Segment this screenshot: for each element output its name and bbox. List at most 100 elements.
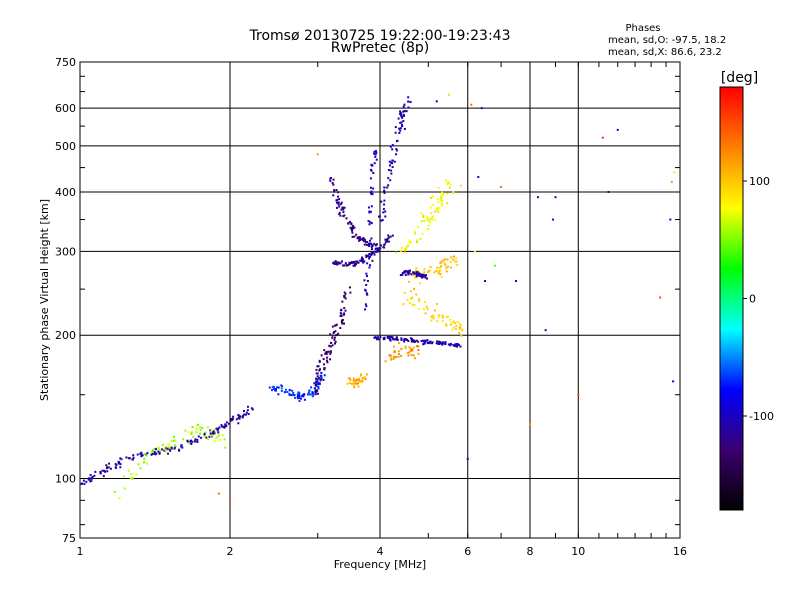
colorbar-segment [720,128,743,130]
scatter-point [357,261,360,264]
scatter-point [397,117,400,120]
scatter-point [118,461,121,464]
colorbar-segment [720,324,743,326]
scatter-point [157,446,160,449]
scatter-point [382,208,385,211]
y-tick-label: 100 [55,473,76,486]
colorbar-segment [720,177,743,179]
scatter-point [440,191,443,194]
scatter-point [385,239,388,242]
scatter-point [170,447,173,450]
scatter-point [120,458,123,461]
scatter-point [303,398,306,401]
scatter-point [317,385,320,388]
scatter-point [246,405,249,408]
colorbar-segment [720,265,743,267]
scatter-point [115,463,118,466]
scatter-point [403,128,406,131]
scatter-point [407,280,410,283]
scatter-point [389,354,392,357]
scatter-point [413,276,416,279]
colorbar-segment [720,503,743,505]
colorbar-segment [720,495,743,497]
scatter-point [331,334,334,337]
scatter-point [316,153,319,156]
colorbar-segment [720,112,743,114]
scatter-point [400,124,403,127]
scatter-point [324,351,327,354]
colorbar-segment [720,377,743,379]
scatter-point [355,382,358,385]
scatter-point [423,271,426,274]
scatter-point [315,372,318,375]
scatter-point [319,374,322,377]
scatter-point [436,207,439,210]
scatter-point [350,222,353,225]
scatter-point [425,305,428,308]
scatter-point [357,385,360,388]
scatter-point [402,110,405,113]
scatter-point [357,381,360,384]
colorbar-segment [720,497,743,499]
colorbar-segment [720,432,743,434]
x-tick-label: 4 [377,545,384,558]
scatter-point [437,272,440,275]
scatter-point [339,262,342,265]
scatter-point [400,347,403,350]
scatter-point [273,388,276,391]
scatter-point [368,239,371,242]
scatter-point [384,210,387,213]
scatter-point [297,391,300,394]
scatter-point [388,164,391,167]
scatter-point [444,179,447,182]
colorbar-segment [720,363,743,365]
scatter-point [438,266,441,269]
colorbar-segment [720,323,743,325]
scatter-point [341,300,344,303]
scatter-point [151,450,154,453]
scatter-point [331,325,334,328]
colorbar-segment [720,312,743,314]
colorbar-segment [720,95,743,97]
colorbar-segment [720,379,743,381]
scatter-point [390,172,393,175]
scatter-point [334,260,337,263]
scatter-point [359,237,362,240]
colorbar-segment [720,134,743,136]
colorbar-segment [720,219,743,221]
scatter-point [394,131,397,134]
scatter-point [367,206,370,209]
scatter-point [351,231,354,234]
scatter-point [380,200,383,203]
scatter-point [405,110,408,113]
scatter-point [338,211,341,214]
scatter-point [399,129,402,132]
colorbar-segment [720,280,743,282]
colorbar-segment [720,381,743,383]
scatter-point [391,148,394,151]
colorbar-segment [720,183,743,185]
scatter-point [439,198,442,201]
scatter-point [286,390,289,393]
colorbar-segment [720,113,743,115]
scatter-point [343,206,346,209]
colorbar-segment [720,437,743,439]
colorbar-segment [720,314,743,316]
scatter-point [369,210,372,213]
scatter-point [159,449,162,452]
scatter-point [218,438,221,441]
scatter-point [373,150,376,153]
scatter-point [389,338,392,341]
colorbar-segment [720,447,743,449]
colorbar-segment [720,369,743,371]
colorbar-segment [720,192,743,194]
scatter-point [435,100,438,103]
colorbar-segment [720,153,743,155]
scatter-point [118,497,121,500]
scatter-point [402,105,405,108]
scatter-point [422,216,425,219]
scatter-point [383,246,386,249]
colorbar-segment [720,440,743,442]
scatter-point [328,344,331,347]
scatter-point [384,360,387,363]
